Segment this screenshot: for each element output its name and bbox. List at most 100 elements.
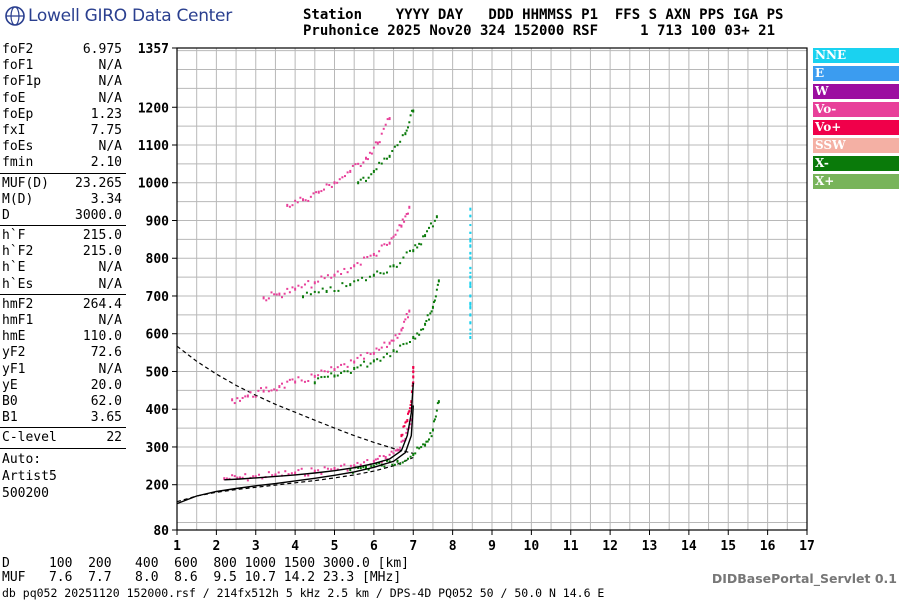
trace-point: [380, 244, 383, 247]
trace-point: [404, 132, 407, 136]
param-name: yF1: [2, 361, 26, 377]
trace-point: [378, 250, 381, 253]
trace-point: [394, 449, 397, 452]
trace-point: [333, 374, 336, 378]
trace-point: [383, 243, 386, 246]
trace-point: [320, 376, 323, 379]
trace-point: [469, 214, 472, 217]
trace-point: [403, 439, 406, 442]
trace-point: [246, 394, 249, 398]
trace-point: [356, 461, 359, 464]
scaled-parameters-panel: foF2 6.975 foF1 N/A foF1p N/A foE N/A foEp 1.23 fx…: [0, 42, 126, 502]
trace-point: [409, 455, 412, 458]
param-row: hmE 110.0: [0, 329, 126, 345]
header-line-1: Station YYYY DAY DDD HHMMSS P1 FFS S AXN…: [303, 7, 784, 23]
trace-point: [412, 370, 415, 373]
param-name: foF1: [2, 58, 34, 74]
trace-point: [349, 267, 352, 270]
trace-point: [320, 472, 323, 475]
trace-point: [317, 374, 320, 377]
trace-point: [344, 175, 346, 178]
trace-point: [357, 181, 360, 185]
trace-point: [409, 404, 412, 407]
trace-point: [307, 474, 310, 477]
trace-point: [401, 326, 404, 329]
trace-point: [359, 178, 362, 181]
trace-point: [356, 262, 359, 265]
trace-point: [356, 356, 359, 359]
file-info-footer: db pq052 20251120 152000.rsf / 214fx512h…: [2, 586, 605, 600]
trace-point: [337, 289, 340, 292]
trace-point: [469, 256, 472, 260]
dashed-curve-lower: [176, 456, 414, 503]
trace-point: [407, 316, 409, 319]
trace-point: [380, 461, 383, 464]
trace-point: [422, 443, 425, 446]
trace-point: [372, 359, 375, 363]
trace-point: [399, 446, 402, 449]
trace-point: [274, 473, 277, 477]
trace-point: [303, 474, 306, 477]
trace-point: [326, 375, 329, 378]
trace-point: [254, 395, 257, 398]
y-tick-label: 200: [146, 479, 170, 494]
y-tick-label: 600: [146, 328, 170, 343]
trace-point: [379, 359, 382, 362]
trace-point: [437, 279, 440, 283]
trace-point: [365, 465, 367, 469]
param-name: C-level: [2, 430, 57, 446]
trace-point: [469, 251, 472, 254]
trace-point: [405, 342, 408, 345]
param-name: foE: [2, 90, 26, 106]
trace-point: [405, 251, 408, 254]
trace-point: [326, 274, 329, 277]
trace-point: [378, 141, 381, 144]
trace-point: [257, 389, 260, 392]
trace-point: [416, 332, 419, 335]
trace-point: [239, 399, 241, 402]
trace-point: [283, 292, 286, 295]
param-value: 110.0: [82, 329, 122, 345]
param-name: fmin: [2, 155, 34, 171]
trace-point: [398, 224, 401, 227]
trace-point: [288, 378, 291, 381]
param-value: 20.0: [90, 377, 122, 393]
trace-point: [388, 154, 391, 158]
trace-point: [294, 287, 297, 291]
trace-point: [252, 395, 255, 398]
trace-point: [346, 370, 349, 373]
y-tick-label: 500: [146, 365, 170, 380]
param-value: 22: [106, 430, 122, 446]
trace-point: [270, 389, 273, 392]
trace-point: [397, 449, 400, 452]
trace-point: [333, 290, 336, 293]
param-row: h`F 215.0: [0, 228, 126, 244]
trace-point: [410, 391, 413, 394]
trace-point: [433, 219, 436, 222]
param-value: 6.975: [82, 42, 122, 57]
trace-point: [407, 412, 409, 415]
trace-point: [297, 376, 300, 379]
trace-point: [420, 328, 423, 331]
trace-point: [398, 332, 401, 335]
param-row: foEp 1.23: [0, 107, 126, 123]
trace-point: [367, 468, 370, 471]
trace-point: [326, 370, 329, 373]
trace-point: [404, 459, 407, 462]
trace-point: [469, 240, 472, 243]
trace-point: [429, 312, 432, 315]
trace-point: [233, 402, 236, 405]
trace-point: [392, 349, 395, 353]
trace-point: [395, 265, 398, 268]
trace-point: [328, 184, 331, 187]
trace-point: [353, 264, 356, 268]
trace-point: [386, 118, 389, 121]
trace-point: [302, 295, 304, 299]
x-tick-label: 17: [799, 539, 815, 554]
trace-point: [392, 452, 395, 455]
trace-point: [313, 374, 316, 378]
trace-point: [400, 224, 403, 228]
param-name: fxI: [2, 122, 26, 138]
trace-point: [412, 376, 415, 379]
param-value: 3.34: [90, 191, 122, 207]
